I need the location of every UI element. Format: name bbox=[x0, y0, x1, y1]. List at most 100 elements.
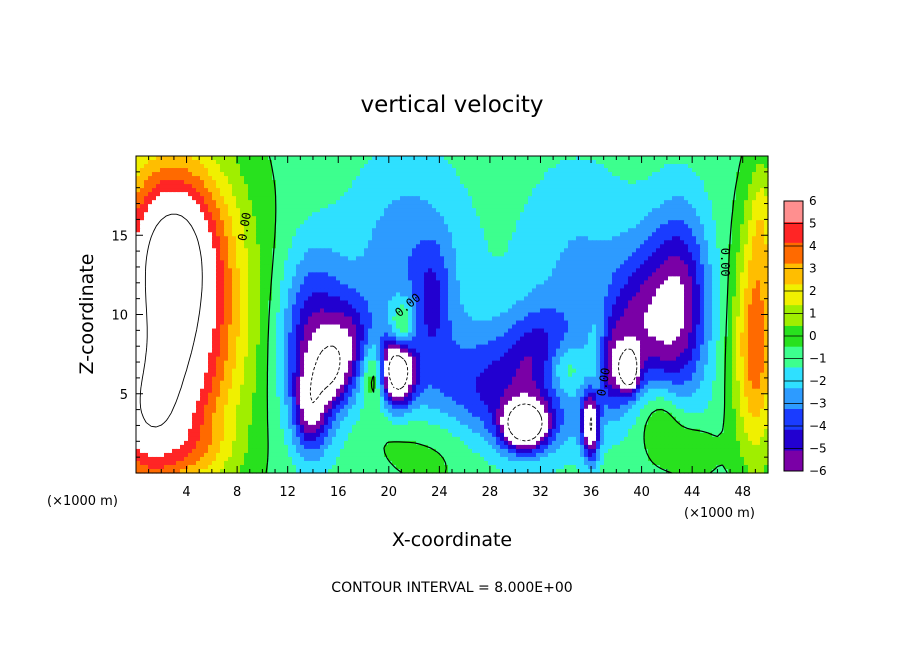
heatmap-cell bbox=[580, 236, 585, 241]
heatmap-cell bbox=[364, 248, 369, 253]
heatmap-cell bbox=[536, 208, 541, 213]
heatmap-cell bbox=[660, 260, 665, 265]
heatmap-area bbox=[136, 156, 769, 474]
heatmap-cell bbox=[516, 264, 521, 269]
heatmap-cell bbox=[344, 168, 349, 173]
heatmap-cell bbox=[444, 160, 449, 165]
heatmap-cell bbox=[712, 176, 717, 181]
heatmap-cell bbox=[408, 216, 413, 221]
heatmap-cell bbox=[316, 248, 321, 253]
heatmap-cell bbox=[456, 280, 461, 285]
heatmap-cell bbox=[192, 232, 197, 237]
heatmap-cell bbox=[564, 192, 569, 197]
heatmap-cell bbox=[612, 216, 617, 221]
heatmap-cell bbox=[264, 176, 269, 181]
heatmap-cell bbox=[212, 252, 217, 257]
heatmap-cell bbox=[296, 200, 301, 205]
heatmap-cell bbox=[284, 272, 289, 277]
heatmap-cell bbox=[572, 172, 577, 177]
heatmap-cell bbox=[316, 176, 321, 181]
heatmap-cell bbox=[236, 176, 241, 181]
heatmap-cell bbox=[496, 172, 501, 177]
heatmap-cell bbox=[536, 232, 541, 237]
heatmap-cell bbox=[260, 264, 265, 269]
heatmap-cell bbox=[640, 180, 645, 185]
heatmap-cell bbox=[312, 168, 317, 173]
heatmap-cell bbox=[468, 228, 473, 233]
heatmap-cell bbox=[748, 204, 753, 209]
heatmap-cell bbox=[604, 200, 609, 205]
heatmap-cell bbox=[740, 264, 745, 269]
heatmap-cell bbox=[412, 240, 417, 245]
heatmap-cell bbox=[244, 176, 249, 181]
heatmap-cell bbox=[232, 268, 237, 273]
heatmap-cell bbox=[448, 272, 453, 277]
heatmap-cell bbox=[224, 248, 229, 253]
heatmap-cell bbox=[240, 252, 245, 257]
heatmap-cell bbox=[180, 180, 185, 185]
heatmap-cell bbox=[328, 220, 333, 225]
heatmap-cell bbox=[140, 156, 145, 161]
heatmap-cell bbox=[264, 264, 269, 269]
heatmap-cell bbox=[260, 212, 265, 217]
heatmap-cell bbox=[164, 188, 169, 193]
heatmap-cell bbox=[272, 204, 277, 209]
heatmap-cell bbox=[532, 192, 537, 197]
heatmap-cell bbox=[724, 176, 729, 181]
heatmap-cell bbox=[560, 184, 565, 189]
heatmap-cell bbox=[624, 268, 629, 273]
heatmap-cell bbox=[568, 172, 573, 177]
heatmap-cell bbox=[364, 240, 369, 245]
heatmap-cell bbox=[424, 252, 429, 257]
heatmap-cell bbox=[592, 248, 597, 253]
heatmap-cell bbox=[436, 280, 441, 285]
heatmap-cell bbox=[696, 208, 701, 213]
heatmap-cell bbox=[688, 220, 693, 225]
heatmap-cell bbox=[580, 240, 585, 245]
heatmap-cell bbox=[256, 168, 261, 173]
heatmap-cell bbox=[320, 248, 325, 253]
heatmap-cell bbox=[448, 232, 453, 237]
heatmap-cell bbox=[224, 240, 229, 245]
heatmap-cell bbox=[168, 272, 173, 277]
heatmap-cell bbox=[616, 256, 621, 261]
heatmap-cell bbox=[584, 228, 589, 233]
heatmap-cell bbox=[328, 228, 333, 233]
heatmap-cell bbox=[720, 224, 725, 229]
heatmap-cell bbox=[312, 220, 317, 225]
heatmap-cell bbox=[216, 192, 221, 197]
heatmap-cell bbox=[168, 188, 173, 193]
heatmap-cell bbox=[476, 192, 481, 197]
heatmap-cell bbox=[432, 168, 437, 173]
heatmap-cell bbox=[492, 184, 497, 189]
heatmap-cell bbox=[176, 268, 181, 273]
heatmap-cell bbox=[744, 216, 749, 221]
heatmap-cell bbox=[368, 240, 373, 245]
heatmap-cell bbox=[148, 244, 153, 249]
heatmap-cell bbox=[172, 192, 177, 197]
heatmap-cell bbox=[368, 184, 373, 189]
heatmap-cell bbox=[568, 220, 573, 225]
heatmap-cell bbox=[740, 204, 745, 209]
heatmap-cell bbox=[468, 180, 473, 185]
heatmap-cell bbox=[240, 276, 245, 281]
heatmap-cell bbox=[644, 236, 649, 241]
heatmap-cell bbox=[544, 236, 549, 241]
heatmap-cell bbox=[564, 176, 569, 181]
heatmap-cell bbox=[664, 212, 669, 217]
heatmap-cell bbox=[364, 260, 369, 265]
heatmap-cell bbox=[188, 216, 193, 221]
heatmap-cell bbox=[668, 180, 673, 185]
heatmap-cell bbox=[344, 220, 349, 225]
heatmap-cell bbox=[720, 164, 725, 169]
heatmap-cell bbox=[440, 224, 445, 229]
heatmap-cell bbox=[260, 204, 265, 209]
heatmap-cell bbox=[316, 180, 321, 185]
heatmap-cell bbox=[672, 256, 677, 261]
heatmap-cell bbox=[476, 256, 481, 261]
heatmap-cell bbox=[536, 196, 541, 201]
heatmap-cell bbox=[760, 236, 765, 241]
heatmap-cell bbox=[400, 216, 405, 221]
heatmap-cell bbox=[424, 264, 429, 269]
heatmap-cell bbox=[368, 252, 373, 257]
